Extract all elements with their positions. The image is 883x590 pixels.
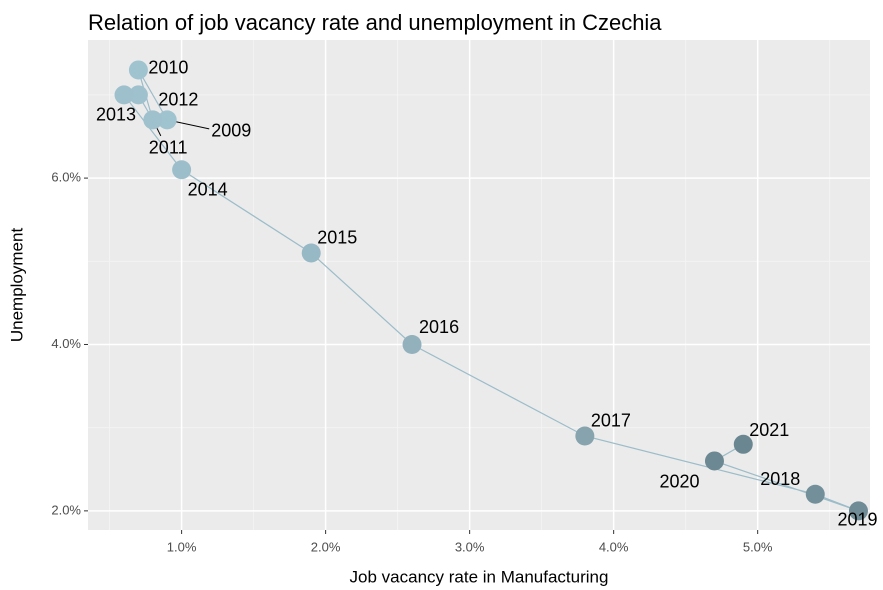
point (114, 85, 134, 105)
y-tick-label: 2.0% (51, 502, 81, 517)
point-label: 2011 (149, 138, 188, 158)
y-axis-label: Unemployment (7, 228, 26, 343)
point (402, 334, 422, 354)
x-tick-label: 2.0% (311, 539, 341, 554)
point-label: 2009 (211, 121, 251, 141)
panel (88, 40, 870, 530)
point (157, 110, 177, 130)
chart-title: Relation of job vacancy rate and unemplo… (88, 10, 662, 35)
point (172, 160, 192, 180)
point-label: 2021 (749, 420, 789, 440)
point-label: 2013 (96, 105, 136, 125)
point (704, 451, 724, 471)
point-label: 2014 (188, 180, 228, 200)
point (143, 110, 163, 130)
point-label: 2020 (659, 472, 699, 492)
x-axis-label: Job vacancy rate in Manufacturing (350, 567, 609, 586)
point (733, 434, 753, 454)
point (805, 484, 825, 504)
y-tick-label: 6.0% (51, 170, 81, 185)
x-tick-label: 5.0% (743, 539, 773, 554)
point (848, 501, 868, 521)
point-label: 2015 (317, 228, 357, 248)
point-label: 2019 (837, 510, 877, 530)
point (128, 85, 148, 105)
point-label: 2017 (591, 411, 631, 431)
point-label: 2016 (419, 317, 459, 337)
point (575, 426, 595, 446)
point-label: 2018 (760, 469, 800, 489)
point-label: 2010 (148, 58, 188, 78)
point (301, 243, 321, 263)
point (128, 60, 148, 80)
x-tick-label: 4.0% (599, 539, 629, 554)
y-tick-label: 4.0% (51, 336, 81, 351)
x-tick-label: 3.0% (455, 539, 485, 554)
x-tick-label: 1.0% (167, 539, 197, 554)
point-label: 2012 (158, 90, 198, 110)
